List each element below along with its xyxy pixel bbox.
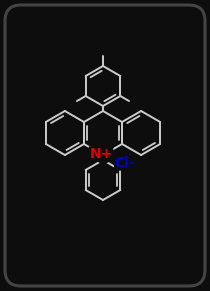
Text: N+: N+ (89, 147, 113, 161)
FancyBboxPatch shape (5, 5, 205, 286)
Text: Cl-: Cl- (115, 156, 135, 170)
Point (101, 153, 105, 157)
